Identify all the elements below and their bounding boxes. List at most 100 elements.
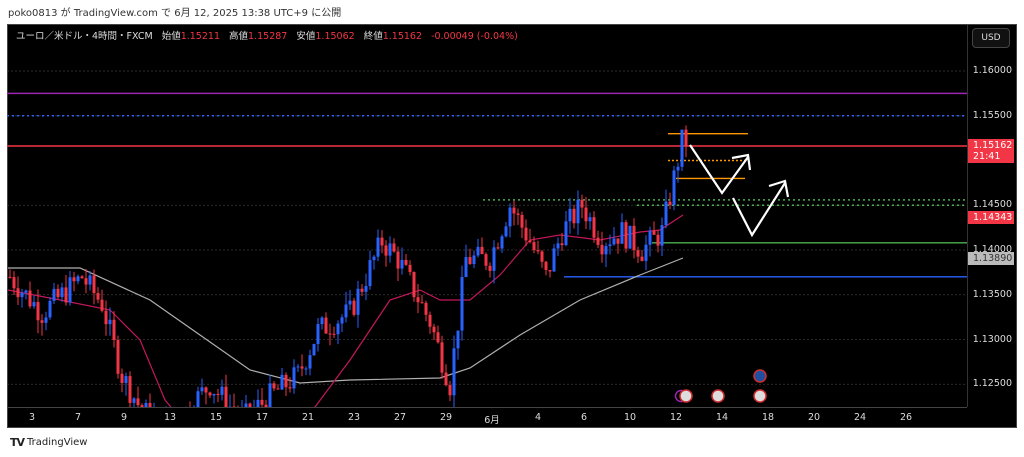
time-tick: 9 bbox=[120, 412, 128, 423]
candle-up bbox=[340, 317, 344, 324]
candle-down bbox=[428, 314, 432, 327]
candle-up bbox=[200, 387, 204, 392]
candle-down bbox=[224, 386, 228, 407]
arrow-head-1 bbox=[731, 153, 752, 171]
time-tick: 23 bbox=[347, 412, 361, 423]
candle-up bbox=[388, 243, 392, 256]
price-tick: 1.13000 bbox=[972, 333, 1012, 345]
candle-down bbox=[548, 269, 552, 272]
candle-up bbox=[316, 324, 320, 345]
candle-down bbox=[40, 320, 44, 323]
candle-down bbox=[64, 287, 68, 303]
candle-down bbox=[396, 251, 400, 269]
candle-up bbox=[356, 288, 360, 315]
candle-down bbox=[408, 264, 412, 273]
tradingview-logo[interactable]: TV TradingView bbox=[10, 436, 87, 449]
symbol-name[interactable]: ユーロ／米ドル・4時間・FXCM bbox=[16, 31, 153, 42]
candle-up bbox=[304, 368, 308, 370]
candle-down bbox=[72, 277, 76, 282]
symbol-legend: ユーロ／米ドル・4時間・FXCM 始値1.15211 高値1.15287 安値1… bbox=[16, 28, 518, 42]
chart-frame bbox=[7, 24, 1017, 428]
candle-down bbox=[624, 222, 628, 249]
close-value: 1.15162 bbox=[382, 31, 423, 42]
eu-flag-icon bbox=[753, 369, 767, 383]
time-tick: 18 bbox=[761, 412, 775, 423]
candle-up bbox=[344, 304, 348, 318]
tv-logo-icon: TV bbox=[10, 436, 25, 449]
arrow-scenario-2 bbox=[732, 182, 786, 238]
candle-up bbox=[292, 367, 296, 389]
candle-up bbox=[660, 225, 664, 246]
ma-slow-line bbox=[8, 257, 684, 384]
candle-up bbox=[68, 277, 72, 303]
candle-down bbox=[284, 374, 288, 388]
last-price: 1.15162 bbox=[973, 140, 1013, 151]
candle-up bbox=[368, 260, 372, 286]
candle-down bbox=[656, 234, 660, 246]
candle-down bbox=[80, 276, 84, 279]
time-tick: 14 bbox=[715, 412, 729, 423]
candle-up bbox=[364, 285, 368, 292]
time-tick: 15 bbox=[209, 412, 223, 423]
candle-up bbox=[676, 166, 680, 171]
candle-up bbox=[312, 344, 316, 356]
candle-down bbox=[532, 242, 536, 251]
candle-up bbox=[32, 302, 36, 307]
candle-up bbox=[620, 222, 624, 244]
candle-down bbox=[528, 240, 532, 243]
candle-up bbox=[108, 319, 112, 325]
candle-up bbox=[348, 300, 352, 305]
candle-down bbox=[360, 288, 364, 292]
time-tick: 24 bbox=[853, 412, 867, 423]
candle-up bbox=[256, 399, 260, 407]
candle-down bbox=[440, 342, 444, 373]
candle-down bbox=[524, 227, 528, 241]
candle-up bbox=[492, 247, 496, 271]
time-tick: 3 bbox=[28, 412, 36, 423]
candle-down bbox=[216, 393, 220, 395]
candle-up bbox=[672, 170, 676, 206]
candle-up bbox=[44, 317, 48, 323]
candle-down bbox=[632, 225, 636, 251]
logo-text: TradingView bbox=[27, 437, 88, 448]
time-tick: 27 bbox=[393, 412, 407, 423]
candle-down bbox=[332, 333, 336, 335]
price-axis[interactable]: 1.16000 1.15500 1.14500 1.14000 1.13500 1.130… bbox=[967, 25, 1018, 407]
candle-down bbox=[652, 230, 656, 235]
candle-down bbox=[544, 261, 548, 270]
candle-down bbox=[380, 237, 384, 246]
price-chart[interactable] bbox=[7, 26, 967, 407]
candle-down bbox=[540, 251, 544, 262]
candle-up bbox=[24, 290, 28, 293]
candle-up bbox=[612, 238, 616, 245]
publish-info: poko0813 が TradingView.com で 6月 12, 2025… bbox=[8, 8, 342, 19]
candle-up bbox=[464, 257, 468, 277]
price-tick: 1.14000 bbox=[972, 244, 1012, 255]
candle-up bbox=[608, 244, 612, 247]
candle-down bbox=[248, 403, 252, 407]
candle-up bbox=[296, 366, 300, 368]
candle-up bbox=[500, 236, 504, 249]
candle-up bbox=[372, 256, 376, 261]
candle-down bbox=[104, 310, 108, 325]
candle-down bbox=[328, 333, 332, 335]
price-tick: 1.13500 bbox=[972, 288, 1012, 300]
drawn-levels bbox=[7, 92, 967, 278]
candle-down bbox=[468, 257, 472, 265]
candle-down bbox=[584, 207, 588, 222]
candle-up bbox=[648, 230, 652, 245]
time-axis[interactable]: 3 7 9 13 15 17 21 23 27 29 6月 4 6 10 12 14 18 20 24 26 bbox=[7, 407, 967, 429]
candle-up bbox=[680, 129, 684, 167]
time-tick: 6月 bbox=[484, 415, 500, 426]
candle-down bbox=[272, 383, 276, 389]
candle-up bbox=[576, 199, 580, 224]
arrow-scenario-1 bbox=[689, 144, 749, 195]
candle-up bbox=[472, 255, 476, 265]
candle-down bbox=[8, 276, 12, 278]
candle-up bbox=[552, 248, 556, 272]
candle-down bbox=[640, 256, 644, 261]
time-tick: 4 bbox=[534, 412, 542, 423]
candle-down bbox=[448, 385, 452, 396]
candle-up bbox=[456, 330, 460, 349]
currency-button[interactable]: USD bbox=[972, 28, 1010, 48]
